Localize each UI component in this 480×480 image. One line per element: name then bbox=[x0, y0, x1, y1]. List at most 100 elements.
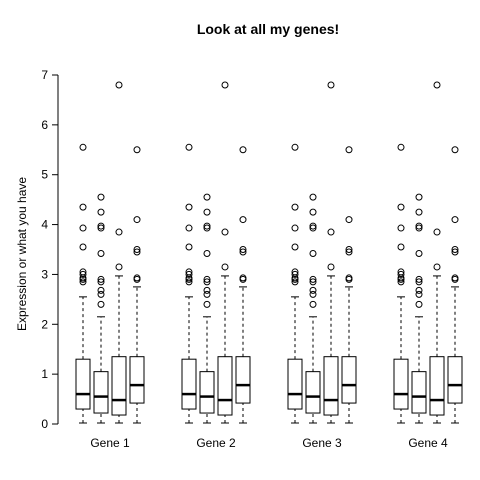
box-rect bbox=[93, 371, 109, 414]
outlier-point bbox=[97, 290, 105, 298]
outlier-point bbox=[291, 143, 299, 151]
outlier-point bbox=[79, 270, 87, 278]
outlier-point bbox=[221, 228, 229, 236]
box bbox=[111, 81, 127, 424]
outlier-point bbox=[291, 203, 299, 211]
outlier-point bbox=[97, 224, 105, 232]
outlier-point bbox=[185, 224, 193, 232]
outlier-point bbox=[203, 222, 211, 230]
outlier-point bbox=[185, 268, 193, 276]
outlier-point bbox=[433, 81, 441, 89]
outlier-point bbox=[133, 274, 141, 282]
outlier-point bbox=[291, 270, 299, 278]
outlier-point bbox=[345, 248, 353, 256]
outlier-point bbox=[203, 249, 211, 257]
box-rect bbox=[217, 356, 233, 416]
outlier-point bbox=[185, 243, 193, 251]
outlier-point bbox=[397, 224, 405, 232]
outlier-point bbox=[345, 216, 353, 224]
outlier-point bbox=[415, 224, 423, 232]
y-tick-label: 0 bbox=[41, 417, 48, 431]
outlier-point bbox=[133, 248, 141, 256]
box bbox=[429, 81, 445, 424]
outlier-point bbox=[309, 224, 317, 232]
outlier-point bbox=[97, 249, 105, 257]
outlier-point bbox=[415, 275, 423, 283]
outlier-point bbox=[327, 81, 335, 89]
box bbox=[305, 193, 321, 424]
outlier-point bbox=[133, 216, 141, 224]
outlier-point bbox=[133, 246, 141, 253]
box-group bbox=[181, 81, 251, 424]
outlier-point bbox=[415, 208, 423, 216]
outlier-point bbox=[397, 270, 405, 278]
y-tick-label: 1 bbox=[41, 367, 48, 381]
outlier-point bbox=[185, 270, 193, 278]
x-axis-labels: Gene 1 Gene 2 Gene 3 Gene 4 bbox=[90, 436, 448, 450]
outlier-point bbox=[115, 228, 123, 236]
outlier-point bbox=[203, 275, 211, 283]
outlier-point bbox=[97, 300, 105, 308]
outlier-point bbox=[185, 203, 193, 211]
outlier-point bbox=[291, 224, 299, 232]
outlier-point bbox=[309, 286, 317, 294]
x-tick-label: Gene 2 bbox=[196, 436, 236, 450]
outlier-point bbox=[291, 243, 299, 251]
outlier-point bbox=[115, 263, 123, 271]
outlier-point bbox=[239, 246, 247, 253]
box-rect bbox=[181, 358, 197, 410]
outlier-point bbox=[451, 146, 459, 154]
outlier-point bbox=[397, 243, 405, 251]
y-tick-label: 3 bbox=[41, 267, 48, 281]
outlier-point bbox=[239, 274, 247, 282]
outlier-point bbox=[415, 286, 423, 294]
outlier-point bbox=[397, 203, 405, 211]
x-tick-label: Gene 3 bbox=[302, 436, 342, 450]
box bbox=[235, 146, 251, 424]
box bbox=[129, 146, 145, 424]
box-rect bbox=[305, 371, 321, 414]
outlier-point bbox=[451, 246, 459, 253]
box-rect bbox=[287, 358, 303, 410]
outlier-point bbox=[239, 248, 247, 256]
outlier-point bbox=[97, 222, 105, 230]
outlier-point bbox=[415, 278, 423, 286]
outlier-point bbox=[309, 193, 317, 201]
outlier-point bbox=[185, 278, 193, 286]
outlier-point bbox=[433, 228, 441, 236]
outlier-point bbox=[309, 290, 317, 298]
outlier-point bbox=[97, 286, 105, 294]
outlier-point bbox=[221, 263, 229, 271]
outlier-point bbox=[451, 216, 459, 224]
box-rect bbox=[429, 356, 445, 416]
box-rect bbox=[199, 371, 215, 414]
outlier-point bbox=[239, 216, 247, 224]
box-rect bbox=[411, 371, 427, 414]
y-axis-label: Expression or what you have bbox=[15, 177, 29, 331]
outlier-point bbox=[415, 193, 423, 201]
outlier-point bbox=[239, 146, 247, 154]
outlier-point bbox=[415, 290, 423, 298]
box-rect bbox=[235, 356, 251, 404]
y-tick-label: 7 bbox=[41, 68, 48, 82]
outlier-point bbox=[133, 146, 141, 154]
outlier-point bbox=[291, 268, 299, 276]
outlier-point bbox=[203, 300, 211, 308]
box bbox=[341, 146, 357, 424]
outlier-point bbox=[79, 278, 87, 286]
outlier-point bbox=[203, 193, 211, 201]
box-rect bbox=[323, 356, 339, 416]
box-rect bbox=[341, 356, 357, 404]
y-tick-label: 5 bbox=[41, 168, 48, 182]
box-group bbox=[75, 81, 145, 424]
outlier-point bbox=[97, 275, 105, 283]
x-tick-label: Gene 1 bbox=[90, 436, 130, 450]
outlier-point bbox=[203, 278, 211, 286]
plot-area bbox=[75, 81, 463, 424]
outlier-point bbox=[203, 290, 211, 298]
box bbox=[447, 146, 463, 424]
outlier-point bbox=[397, 278, 405, 286]
outlier-point bbox=[97, 208, 105, 216]
outlier-point bbox=[345, 146, 353, 154]
